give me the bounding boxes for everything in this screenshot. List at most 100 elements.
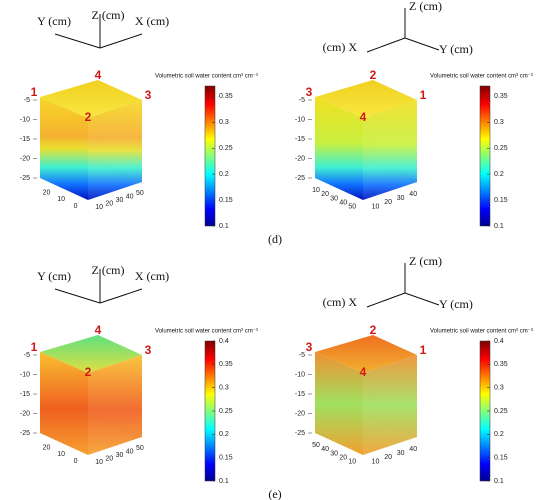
y-tick-label: 30 bbox=[116, 197, 124, 204]
triad-axis bbox=[404, 292, 440, 306]
x-tick-label: 10 bbox=[312, 187, 320, 194]
x-tick-label: 10 bbox=[57, 451, 65, 458]
corner-label: 1 bbox=[420, 343, 427, 357]
z-tick-label: -25 bbox=[295, 175, 305, 182]
cube-face-right bbox=[88, 355, 142, 455]
colorbar-title: Volumetric soil water content cm³ cm⁻³ bbox=[430, 329, 533, 335]
triad-label: Z (cm) bbox=[409, 0, 442, 13]
colorbar-tick-label: 0.15 bbox=[219, 455, 233, 462]
x-tick-label: 10 bbox=[348, 459, 356, 466]
x-tick-label: 20 bbox=[339, 454, 347, 461]
corner-label: 2 bbox=[85, 365, 92, 379]
x-tick-label: 20 bbox=[43, 445, 51, 452]
triad-axis bbox=[99, 33, 143, 49]
z-tick-label: -5 bbox=[299, 97, 305, 104]
z-tick-label: -5 bbox=[24, 352, 30, 359]
colorbar-tick-label: 0.1 bbox=[219, 223, 229, 230]
corner-label: 4 bbox=[95, 68, 102, 82]
x-tick-label: 40 bbox=[339, 199, 347, 206]
z-tick-label: -20 bbox=[295, 410, 305, 417]
colorbar-tick-label: 0.25 bbox=[219, 145, 233, 152]
z-tick-label: -10 bbox=[20, 116, 30, 123]
z-tick-label: -15 bbox=[20, 136, 30, 143]
y-tick-label: 40 bbox=[126, 194, 134, 201]
triad-label: Y (cm) bbox=[37, 14, 71, 28]
colorbar-tick-label: 0.3 bbox=[219, 119, 229, 126]
triad-axis bbox=[404, 37, 440, 51]
y-tick-label: 10 bbox=[95, 459, 103, 466]
triad-label: Z (cm) bbox=[409, 254, 442, 268]
colorbar-title: Volumetric soil water content cm³ cm⁻³ bbox=[155, 74, 258, 80]
colorbar-tick-label: 0.2 bbox=[494, 171, 504, 178]
x-tick-label: 0 bbox=[74, 203, 78, 210]
triad-label: Z (cm) bbox=[92, 8, 125, 22]
y-tick-label: 30 bbox=[116, 452, 124, 459]
z-tick-label: -10 bbox=[295, 116, 305, 123]
triad-label: Y (cm) bbox=[439, 42, 473, 56]
corner-label: 3 bbox=[306, 340, 313, 354]
caption: (e) bbox=[268, 487, 281, 500]
corner-label: 3 bbox=[145, 343, 152, 357]
colorbar-title: Volumetric soil water content cm³ cm⁻³ bbox=[430, 74, 533, 80]
x-tick-label: 30 bbox=[330, 195, 338, 202]
z-tick-label: -15 bbox=[295, 136, 305, 143]
triad-label: (cm) X bbox=[323, 295, 358, 309]
triad-label: Y (cm) bbox=[439, 297, 473, 311]
corner-label: 4 bbox=[360, 365, 367, 379]
z-tick-label: -20 bbox=[20, 410, 30, 417]
panel: Y (cm) Z (cm) X (cm)1432-5-10-15-20-252010… bbox=[20, 8, 258, 230]
x-tick-label: 20 bbox=[321, 191, 329, 198]
colorbar-tick-label: 0.4 bbox=[219, 338, 229, 345]
colorbar-tick-label: 0.3 bbox=[494, 385, 504, 392]
x-tick-label: 0 bbox=[74, 458, 78, 465]
triad-axis bbox=[366, 37, 406, 53]
panel: (cm) XZ (cm)Y (cm)3214-5-10-15-20-251020… bbox=[295, 0, 533, 230]
z-tick-label: -20 bbox=[295, 155, 305, 162]
x-tick-label: 20 bbox=[43, 190, 51, 197]
corner-label: 3 bbox=[306, 85, 313, 99]
colorbar-title: Volumetric soil water content cm³ cm⁻³ bbox=[155, 329, 258, 335]
colorbar-tick-label: 0.4 bbox=[494, 338, 504, 345]
x-tick-label: 30 bbox=[330, 450, 338, 457]
cube-face-right bbox=[363, 355, 417, 455]
z-tick-label: -5 bbox=[299, 352, 305, 359]
y-tick-label: 10 bbox=[372, 458, 380, 465]
corner-label: 1 bbox=[31, 85, 38, 99]
corner-label: 1 bbox=[420, 88, 427, 102]
cube-face-left bbox=[315, 352, 363, 455]
z-tick-label: -25 bbox=[295, 430, 305, 437]
corner-label: 4 bbox=[95, 323, 102, 337]
triad-axis bbox=[54, 288, 101, 304]
colorbar bbox=[204, 85, 216, 227]
panel: Y (cm) Z (cm) X (cm)1432-5-10-15-20-252010… bbox=[20, 263, 258, 485]
triad-axis bbox=[54, 33, 101, 49]
z-tick-label: -5 bbox=[24, 97, 30, 104]
z-tick-label: -25 bbox=[20, 175, 30, 182]
panel: (cm) XZ (cm)Y (cm)3214-5-10-15-20-255040… bbox=[295, 254, 533, 485]
z-tick-label: -20 bbox=[20, 155, 30, 162]
corner-label: 2 bbox=[85, 110, 92, 124]
y-tick-label: 20 bbox=[105, 455, 113, 462]
colorbar-tick-label: 0.2 bbox=[494, 431, 504, 438]
z-tick-label: -25 bbox=[20, 430, 30, 437]
triad-label: Y (cm) bbox=[37, 269, 71, 283]
x-tick-label: 50 bbox=[348, 204, 356, 211]
colorbar-tick-label: 0.25 bbox=[219, 408, 233, 415]
colorbar-tick-label: 0.15 bbox=[494, 197, 508, 204]
corner-label: 2 bbox=[370, 68, 377, 82]
x-tick-label: 10 bbox=[57, 196, 65, 203]
cube-face-left bbox=[40, 352, 88, 455]
colorbar-tick-label: 0.2 bbox=[219, 431, 229, 438]
y-tick-label: 10 bbox=[372, 203, 380, 210]
y-tick-label: 50 bbox=[136, 445, 144, 452]
colorbar bbox=[479, 85, 491, 227]
triad-label: Z (cm) bbox=[92, 263, 125, 277]
z-tick-label: -15 bbox=[295, 391, 305, 398]
y-tick-label: 40 bbox=[126, 449, 134, 456]
colorbar-tick-label: 0.25 bbox=[494, 145, 508, 152]
colorbar-tick-label: 0.35 bbox=[219, 93, 233, 100]
colorbar-tick-label: 0.15 bbox=[494, 455, 508, 462]
caption: (d) bbox=[268, 232, 282, 246]
corner-label: 1 bbox=[31, 340, 38, 354]
